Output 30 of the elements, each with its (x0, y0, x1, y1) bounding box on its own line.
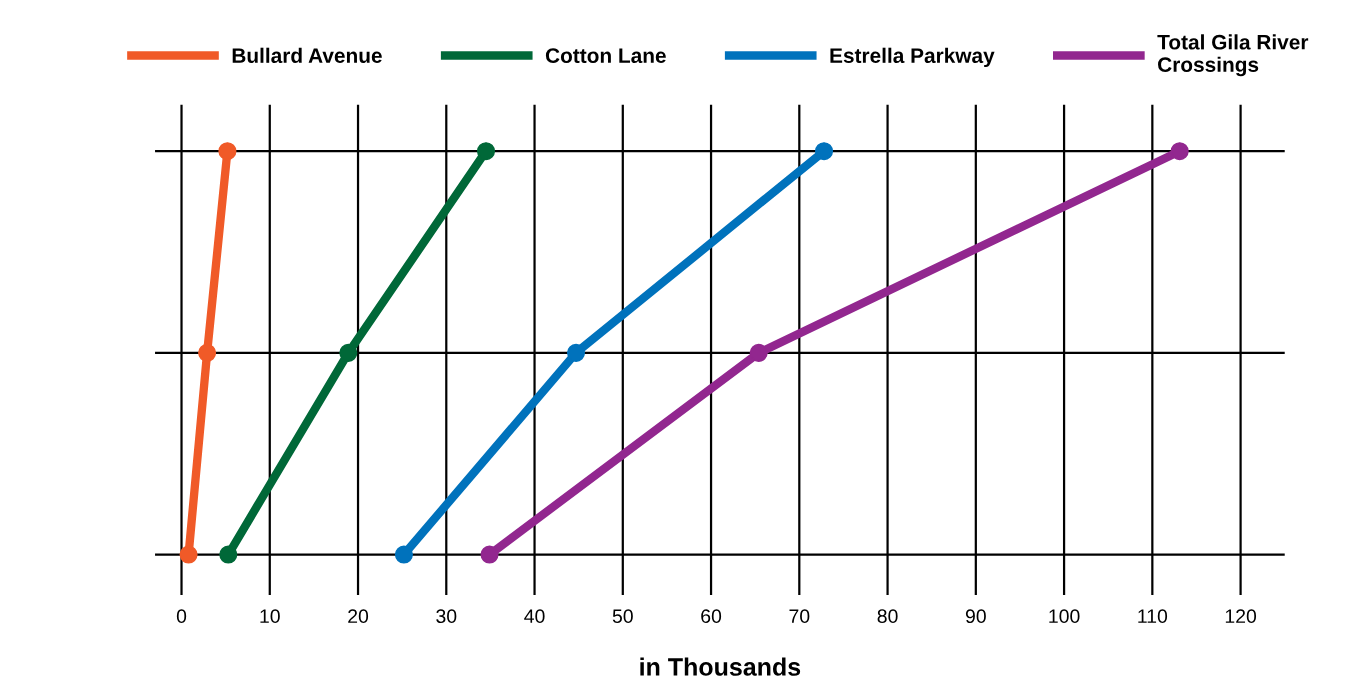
point (476, 142, 496, 161)
x-tick-label: 110 (1138, 609, 1168, 624)
x-tick-label: 120 (1225, 609, 1257, 624)
legend-label: Estrella Parkway (830, 47, 995, 68)
x-tick-label: 20 (348, 609, 369, 624)
x-tick-label: 60 (701, 609, 722, 624)
point (339, 343, 358, 362)
x-tick-label: 80 (877, 609, 898, 624)
point (749, 343, 768, 362)
x-tick-label: 10 (260, 609, 280, 624)
legend-label: Bullard Avenue (232, 47, 382, 64)
x-tick-label: 40 (524, 609, 545, 624)
x-tick-label: 70 (789, 609, 810, 624)
point (218, 142, 237, 161)
legend-label: Cotton Lane (545, 48, 666, 64)
legend-label: Total Gila River Crossings (1157, 34, 1309, 77)
point (814, 142, 834, 161)
x-tick-label: 30 (436, 609, 457, 624)
point (198, 343, 217, 362)
point (566, 343, 586, 362)
point (480, 545, 499, 564)
point (219, 545, 238, 564)
point (394, 545, 413, 564)
x-tick-label: 100 (1049, 609, 1080, 624)
point (179, 545, 198, 564)
point (1170, 142, 1189, 161)
x-tick-label: 50 (612, 609, 633, 624)
x-tick-label: 0 (176, 609, 187, 624)
x-tick-label: 90 (965, 609, 986, 624)
x-axis-title: in Thousands (640, 657, 801, 676)
